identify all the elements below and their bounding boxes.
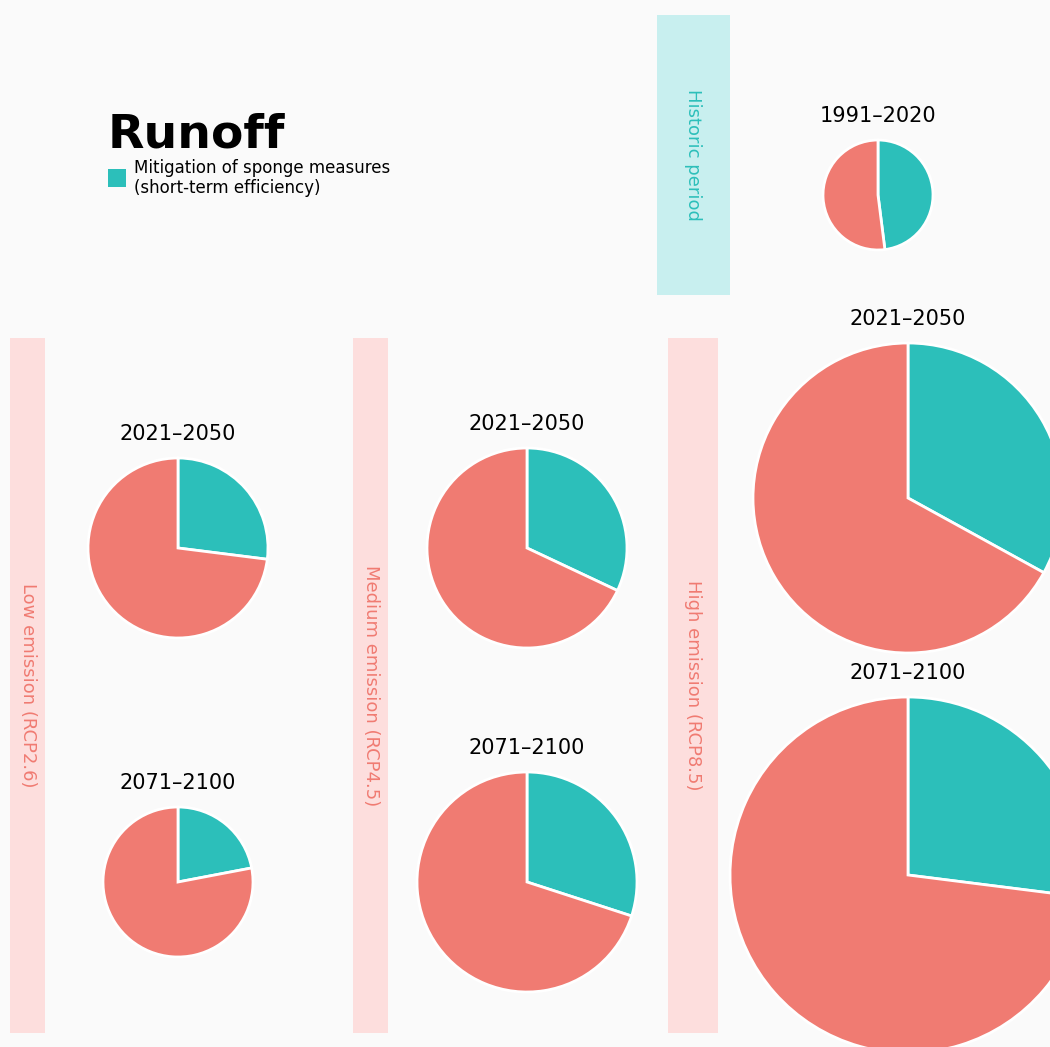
Bar [353,338,388,1033]
Wedge shape [88,458,268,638]
Text: Medium emission (RCP4.5): Medium emission (RCP4.5) [361,565,379,806]
Wedge shape [178,458,268,559]
Text: 2071–2100: 2071–2100 [849,663,966,683]
Wedge shape [908,697,1050,897]
Wedge shape [178,807,252,882]
Wedge shape [417,772,632,992]
Bar [10,338,45,1033]
Text: 2071–2100: 2071–2100 [468,738,585,758]
Wedge shape [878,140,933,249]
Wedge shape [730,697,1050,1047]
Text: Runoff: Runoff [108,112,286,157]
Bar [657,15,730,295]
Bar [108,169,126,187]
Wedge shape [753,343,1044,653]
Text: 1991–2020: 1991–2020 [820,106,937,126]
Wedge shape [527,448,627,591]
Wedge shape [103,807,253,957]
Wedge shape [908,343,1050,573]
Text: Low emission (RCP2.6): Low emission (RCP2.6) [19,583,37,787]
Wedge shape [823,140,885,250]
Bar [668,338,718,1033]
Wedge shape [427,448,617,648]
Text: Historic period: Historic period [685,89,702,221]
Text: 2021–2050: 2021–2050 [849,309,966,329]
Text: 2071–2100: 2071–2100 [120,773,236,793]
Text: High emission (RCP8.5): High emission (RCP8.5) [684,580,702,790]
Wedge shape [527,772,637,916]
Text: Mitigation of sponge measures
(short-term efficiency): Mitigation of sponge measures (short-ter… [134,158,391,198]
Text: 2021–2050: 2021–2050 [468,414,585,435]
Text: 2021–2050: 2021–2050 [120,424,236,444]
